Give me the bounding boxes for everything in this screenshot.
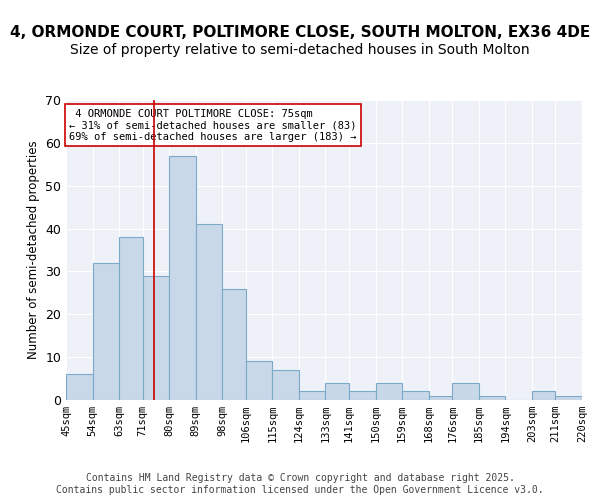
Text: 4 ORMONDE COURT POLTIMORE CLOSE: 75sqm
← 31% of semi-detached houses are smaller: 4 ORMONDE COURT POLTIMORE CLOSE: 75sqm ←… — [69, 108, 356, 142]
Text: Contains HM Land Registry data © Crown copyright and database right 2025.
Contai: Contains HM Land Registry data © Crown c… — [56, 474, 544, 495]
Bar — [222, 288, 246, 400]
Bar — [299, 392, 325, 400]
Bar — [66, 374, 92, 400]
Bar — [169, 156, 196, 400]
Bar — [402, 392, 428, 400]
Bar — [325, 383, 349, 400]
Bar — [376, 383, 402, 400]
Bar — [349, 392, 376, 400]
Bar — [452, 383, 479, 400]
Bar — [119, 237, 143, 400]
Text: Size of property relative to semi-detached houses in South Molton: Size of property relative to semi-detach… — [70, 43, 530, 57]
Bar — [479, 396, 505, 400]
Bar — [428, 396, 452, 400]
Bar — [272, 370, 299, 400]
Bar — [143, 276, 169, 400]
Bar — [196, 224, 222, 400]
Y-axis label: Number of semi-detached properties: Number of semi-detached properties — [26, 140, 40, 360]
Bar — [532, 392, 556, 400]
Text: 4, ORMONDE COURT, POLTIMORE CLOSE, SOUTH MOLTON, EX36 4DE: 4, ORMONDE COURT, POLTIMORE CLOSE, SOUTH… — [10, 25, 590, 40]
Bar — [92, 263, 119, 400]
Bar — [246, 362, 272, 400]
Bar — [556, 396, 582, 400]
